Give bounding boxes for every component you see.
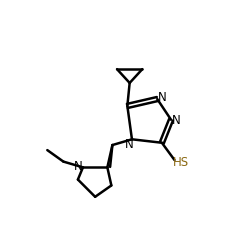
Text: N: N <box>158 90 167 103</box>
Text: HS: HS <box>172 156 189 169</box>
Text: N: N <box>73 159 82 172</box>
Text: N: N <box>172 114 180 127</box>
Text: N: N <box>125 137 134 150</box>
